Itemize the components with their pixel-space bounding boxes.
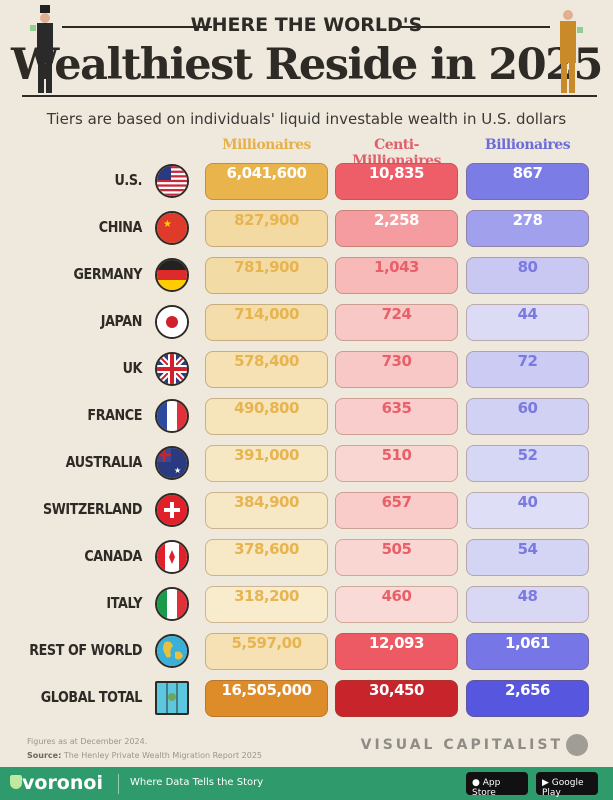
australia-flag-icon: ★ <box>155 446 189 480</box>
man-gold-suit-illustration <box>553 5 583 95</box>
play-icon: ▶ <box>542 778 549 788</box>
footer-divider <box>118 774 119 794</box>
voronoi-brand[interactable]: voronoi <box>22 772 103 794</box>
row-label: REST OF WORLD <box>29 641 142 659</box>
title-rule-right <box>400 26 550 28</box>
centi-millionaires-cell: 460 <box>335 586 458 623</box>
subtitle: Tiers are based on individuals' liquid i… <box>46 110 567 128</box>
italy-flag-icon <box>155 587 189 621</box>
centi-millionaires-cell: 10,835 <box>335 163 458 200</box>
centi-millionaires-cell: 505 <box>335 539 458 576</box>
centi-millionaires-cell: 12,093 <box>335 633 458 670</box>
page-title: Wealthiest Reside in 2025 <box>11 40 603 90</box>
billionaires-cell: 72 <box>466 351 589 388</box>
row-label: FRANCE <box>87 406 142 424</box>
millionaires-cell: 6,041,600 <box>205 163 328 200</box>
billionaires-cell: 2,656 <box>466 680 589 717</box>
billionaires-cell: 867 <box>466 163 589 200</box>
millionaires-cell: 5,597,00 <box>205 633 328 670</box>
billionaires-cell: 80 <box>466 257 589 294</box>
millionaires-cell: 378,600 <box>205 539 328 576</box>
billionaires-cell: 60 <box>466 398 589 435</box>
billionaires-cell: 278 <box>466 210 589 247</box>
footer-tagline: Where Data Tells the Story <box>130 777 264 788</box>
millionaires-cell: 781,900 <box>205 257 328 294</box>
google-play-button[interactable]: ▶ Google Play <box>536 772 598 798</box>
billionaires-cell: 54 <box>466 539 589 576</box>
voronoi-logo-icon <box>10 775 22 789</box>
row-label: AUSTRALIA <box>65 453 143 471</box>
china-flag-icon: ★ <box>155 211 189 245</box>
centi-millionaires-cell: 2,258 <box>335 210 458 247</box>
millionaires-cell: 714,000 <box>205 304 328 341</box>
man-black-suit-illustration <box>30 5 60 95</box>
centi-millionaires-cell: 730 <box>335 351 458 388</box>
title-underline <box>22 95 597 97</box>
canada-flag-icon <box>155 540 189 574</box>
visual-capitalist-logo: VISUAL CAPITALIST <box>360 737 563 753</box>
row-label: UK <box>122 359 143 377</box>
visual-capitalist-mark-icon <box>566 734 588 756</box>
millionaires-cell: 578,400 <box>205 351 328 388</box>
centi-millionaires-cell: 657 <box>335 492 458 529</box>
row-label: GERMANY <box>73 265 143 283</box>
title-rule-left <box>62 26 212 28</box>
globe-icon <box>155 634 189 668</box>
app-store-button[interactable]: ● App Store <box>466 772 528 798</box>
row-label: U.S. <box>114 171 142 189</box>
us-flag-icon <box>155 164 189 198</box>
billionaires-cell: 1,061 <box>466 633 589 670</box>
column-header-millionaires: Millionaires <box>222 137 311 153</box>
billionaires-cell: 48 <box>466 586 589 623</box>
kicker: WHERE THE WORLD'S <box>190 14 423 36</box>
row-label: GLOBAL TOTAL <box>40 688 143 706</box>
billionaires-cell: 52 <box>466 445 589 482</box>
row-label: ITALY <box>106 594 142 612</box>
millionaires-cell: 318,200 <box>205 586 328 623</box>
billionaires-cell: 44 <box>466 304 589 341</box>
row-label: CHINA <box>98 218 143 236</box>
row-label: CANADA <box>84 547 142 565</box>
apple-icon: ● <box>472 778 480 788</box>
svg-text:★: ★ <box>163 219 172 230</box>
source-label: Source: <box>27 751 62 760</box>
billionaires-cell: 40 <box>466 492 589 529</box>
japan-flag-icon <box>155 305 189 339</box>
uk-flag-icon <box>155 352 189 386</box>
notes: Figures as at December 2024. Source: The… <box>27 735 262 763</box>
centi-millionaires-cell: 30,450 <box>335 680 458 717</box>
column-header-billionaires: Billionaires <box>484 137 571 153</box>
source-text: The Henley Private Wealth Migration Repo… <box>63 751 263 760</box>
millionaires-cell: 391,000 <box>205 445 328 482</box>
google-play-label: Google Play <box>542 778 584 798</box>
row-label: SWITZERLAND <box>42 500 143 518</box>
centi-millionaires-cell: 635 <box>335 398 458 435</box>
app-store-label: App Store <box>472 778 501 798</box>
row-label: JAPAN <box>100 312 143 330</box>
map-icon <box>155 681 189 715</box>
footer-bar: voronoi Where Data Tells the Story ● App… <box>0 767 613 800</box>
germany-flag-icon <box>155 258 189 292</box>
millionaires-cell: 384,900 <box>205 492 328 529</box>
france-flag-icon <box>155 399 189 433</box>
centi-millionaires-cell: 724 <box>335 304 458 341</box>
centi-millionaires-cell: 510 <box>335 445 458 482</box>
switzerland-flag-icon <box>155 493 189 527</box>
millionaires-cell: 827,900 <box>205 210 328 247</box>
svg-text:★: ★ <box>174 466 181 475</box>
millionaires-cell: 16,505,000 <box>205 680 328 717</box>
centi-millionaires-cell: 1,043 <box>335 257 458 294</box>
millionaires-cell: 490,800 <box>205 398 328 435</box>
date-note: Figures as at December 2024. <box>27 737 148 746</box>
